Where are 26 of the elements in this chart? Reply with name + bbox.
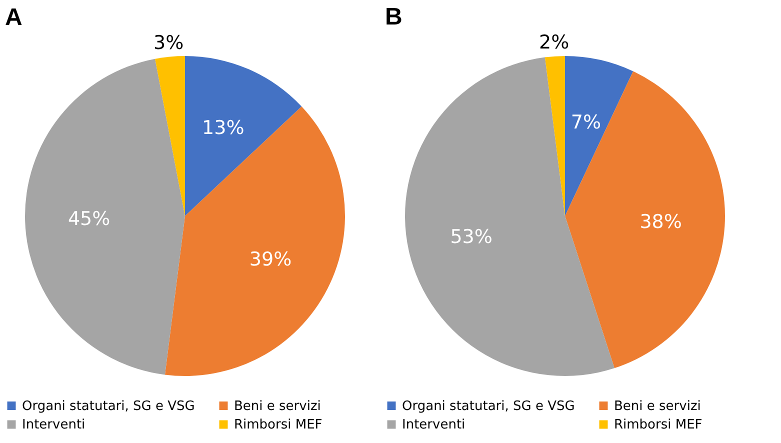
chart-title: A <box>5 4 22 31</box>
legend-label: Organi statutari, SG e VSG <box>402 398 575 414</box>
data-label: 2% <box>538 31 570 54</box>
pie-slice <box>185 56 302 216</box>
data-label: 39% <box>249 248 292 271</box>
pie-slice <box>25 58 185 375</box>
pie-slice <box>565 71 725 368</box>
chart-title: B <box>385 3 402 30</box>
legend-label: Organi statutari, SG e VSG <box>22 398 195 414</box>
pie-slice <box>565 56 634 216</box>
legend-label: Beni e servizi <box>614 398 701 414</box>
legend-label: Interventi <box>402 418 466 432</box>
pie-slice <box>155 56 185 216</box>
pie-slice <box>405 57 614 376</box>
data-label: 53% <box>450 226 492 248</box>
legend-label: Rimborsi MEF <box>614 418 702 432</box>
data-label: 13% <box>202 116 244 139</box>
data-label: 45% <box>68 208 110 230</box>
pie-slice <box>544 56 565 216</box>
pie-slice <box>164 106 345 376</box>
legend-label: Beni e servizi <box>234 398 321 414</box>
data-label: 3% <box>154 32 184 54</box>
data-label: 7% <box>570 111 602 134</box>
legend-label: Interventi <box>22 418 86 432</box>
legend-label: Rimborsi MEF <box>234 418 322 432</box>
data-label: 38% <box>640 211 682 234</box>
